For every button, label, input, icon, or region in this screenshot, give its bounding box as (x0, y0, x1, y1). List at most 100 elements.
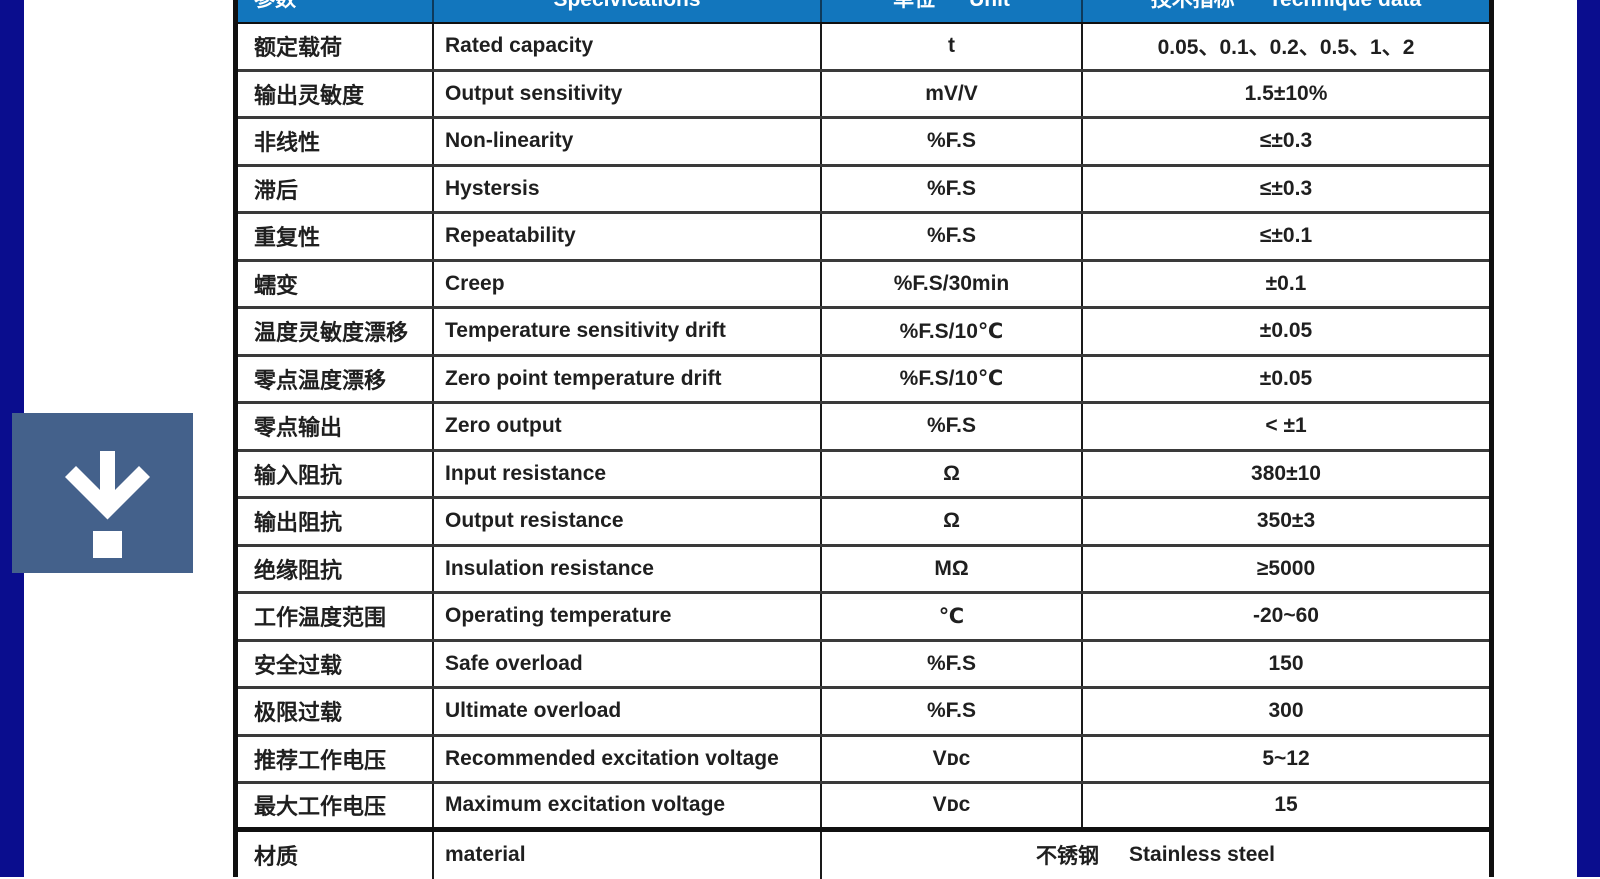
table-row: 温度灵敏度漂移 Temperature sensitivity drift %F… (238, 309, 1489, 357)
value-cell: 380±10 (1083, 452, 1489, 497)
param-zh-cell: 零点输出 (238, 404, 434, 449)
table-row: 零点温度漂移 Zero point temperature drift %F.S… (238, 357, 1489, 405)
param-en-cell: Non-linearity (434, 119, 822, 164)
unit-cell: mV/V (822, 72, 1083, 117)
param-en-cell: Input resistance (434, 452, 822, 497)
table-row: 绝缘阻抗 Insulation resistance MΩ ≥5000 (238, 547, 1489, 595)
table-row: 材质 material 不锈钢 Stainless steel (238, 832, 1489, 879)
param-en-cell: Hystersis (434, 167, 822, 212)
header-tech-zh: 技术指标 (1151, 0, 1235, 11)
param-en-cell: Zero output (434, 404, 822, 449)
unit-cell: MΩ (822, 547, 1083, 592)
param-zh-cell: 推荐工作电压 (238, 737, 434, 782)
param-zh-cell: 输出阻抗 (238, 499, 434, 544)
material-zh: 不锈钢 (1036, 840, 1099, 870)
value-cell: 150 (1083, 642, 1489, 687)
value-cell: ±0.05 (1083, 357, 1489, 402)
value-cell: 1.5±10% (1083, 72, 1489, 117)
param-zh-cell: 输出灵敏度 (238, 72, 434, 117)
page-edge-strip-right (1577, 0, 1600, 877)
header-tech-en: Technique data (1269, 0, 1421, 11)
param-zh-cell: 极限过载 (238, 689, 434, 734)
param-zh-cell: 重复性 (238, 214, 434, 259)
table-row: 零点输出 Zero output %F.S < ±1 (238, 404, 1489, 452)
table-body: 额定载荷 Rated capacity t 0.05、0.1、0.2、0.5、1… (238, 24, 1489, 879)
param-zh-cell: 非线性 (238, 119, 434, 164)
value-cell: 5~12 (1083, 737, 1489, 782)
value-cell: -20~60 (1083, 594, 1489, 639)
table-row: 极限过载 Ultimate overload %F.S 300 (238, 689, 1489, 737)
param-en-cell: Zero point temperature drift (434, 357, 822, 402)
param-en-cell: Operating temperature (434, 594, 822, 639)
unit-cell: Vᴅᴄ (822, 737, 1083, 782)
unit-cell: t (822, 24, 1083, 69)
param-en-cell: Safe overload (434, 642, 822, 687)
unit-cell: %F.S (822, 167, 1083, 212)
param-zh-cell: 蠕变 (238, 262, 434, 307)
unit-cell: Ω (822, 499, 1083, 544)
value-cell: ≤±0.3 (1083, 119, 1489, 164)
param-en-cell: Recommended excitation voltage (434, 737, 822, 782)
header-cell-unit: 单位 Unit (822, 0, 1083, 22)
param-en-cell: Creep (434, 262, 822, 307)
param-zh-cell: 绝缘阻抗 (238, 547, 434, 592)
header-param-zh: 参数 (254, 0, 296, 11)
param-zh-cell: 额定载荷 (238, 24, 434, 69)
value-cell: 0.05、0.1、0.2、0.5、1、2 (1083, 24, 1489, 69)
download-icon (12, 413, 193, 573)
header-cell-parameters: 参数 (238, 0, 434, 22)
header-cell-specifications: Specivications (434, 0, 822, 22)
table-row: 非线性 Non-linearity %F.S ≤±0.3 (238, 119, 1489, 167)
param-zh-cell: 温度灵敏度漂移 (238, 309, 434, 354)
unit-cell: %F.S (822, 119, 1083, 164)
unit-cell: Ω (822, 452, 1083, 497)
header-cell-technique-data: 技术指标 Technique data (1083, 0, 1489, 22)
header-spec-en: Specivications (553, 0, 700, 11)
param-zh-cell: 输入阻抗 (238, 452, 434, 497)
unit-cell: %F.S (822, 642, 1083, 687)
unit-cell: %F.S (822, 404, 1083, 449)
param-en-cell: Output resistance (434, 499, 822, 544)
unit-cell: %F.S/30min (822, 262, 1083, 307)
header-unit-zh: 单位 (893, 0, 935, 11)
param-zh-cell: 最大工作电压 (238, 784, 434, 827)
table-header-row: 参数 Specivications 单位 Unit 技术指标 Technique… (238, 0, 1489, 24)
value-cell: 350±3 (1083, 499, 1489, 544)
value-cell: < ±1 (1083, 404, 1489, 449)
unit-cell: %F.S (822, 214, 1083, 259)
table-row: 工作温度范围 Operating temperature ℃ -20~60 (238, 594, 1489, 642)
value-cell: ≤±0.3 (1083, 167, 1489, 212)
table-row: 输出阻抗 Output resistance Ω 350±3 (238, 499, 1489, 547)
value-cell: 15 (1083, 784, 1489, 827)
unit-cell: %F.S/10℃ (822, 309, 1083, 354)
param-en-cell: Ultimate overload (434, 689, 822, 734)
table-row: 最大工作电压 Maximum excitation voltage Vᴅᴄ 15 (238, 784, 1489, 832)
unit-cell: Vᴅᴄ (822, 784, 1083, 827)
param-en-cell: material (434, 832, 822, 879)
param-en-cell: Insulation resistance (434, 547, 822, 592)
param-en-cell: Output sensitivity (434, 72, 822, 117)
param-en-cell: Temperature sensitivity drift (434, 309, 822, 354)
table-row: 蠕变 Creep %F.S/30min ±0.1 (238, 262, 1489, 310)
param-zh-cell: 零点温度漂移 (238, 357, 434, 402)
value-cell: 300 (1083, 689, 1489, 734)
table-row: 额定载荷 Rated capacity t 0.05、0.1、0.2、0.5、1… (238, 24, 1489, 72)
param-zh-cell: 安全过载 (238, 642, 434, 687)
header-unit-en: Unit (969, 0, 1010, 11)
param-zh-cell: 滞后 (238, 167, 434, 212)
param-en-cell: Maximum excitation voltage (434, 784, 822, 827)
unit-cell: ℃ (822, 594, 1083, 639)
table-row: 输出灵敏度 Output sensitivity mV/V 1.5±10% (238, 72, 1489, 120)
material-merged-cell: 不锈钢 Stainless steel (822, 832, 1489, 879)
table-row: 安全过载 Safe overload %F.S 150 (238, 642, 1489, 690)
unit-cell: %F.S (822, 689, 1083, 734)
material-en: Stainless steel (1129, 843, 1275, 867)
table-row: 滞后 Hystersis %F.S ≤±0.3 (238, 167, 1489, 215)
table-row: 推荐工作电压 Recommended excitation voltage Vᴅ… (238, 737, 1489, 785)
download-button[interactable] (12, 413, 193, 573)
unit-cell: %F.S/10℃ (822, 357, 1083, 402)
param-en-cell: Rated capacity (434, 24, 822, 69)
value-cell: ≥5000 (1083, 547, 1489, 592)
table-row: 重复性 Repeatability %F.S ≤±0.1 (238, 214, 1489, 262)
